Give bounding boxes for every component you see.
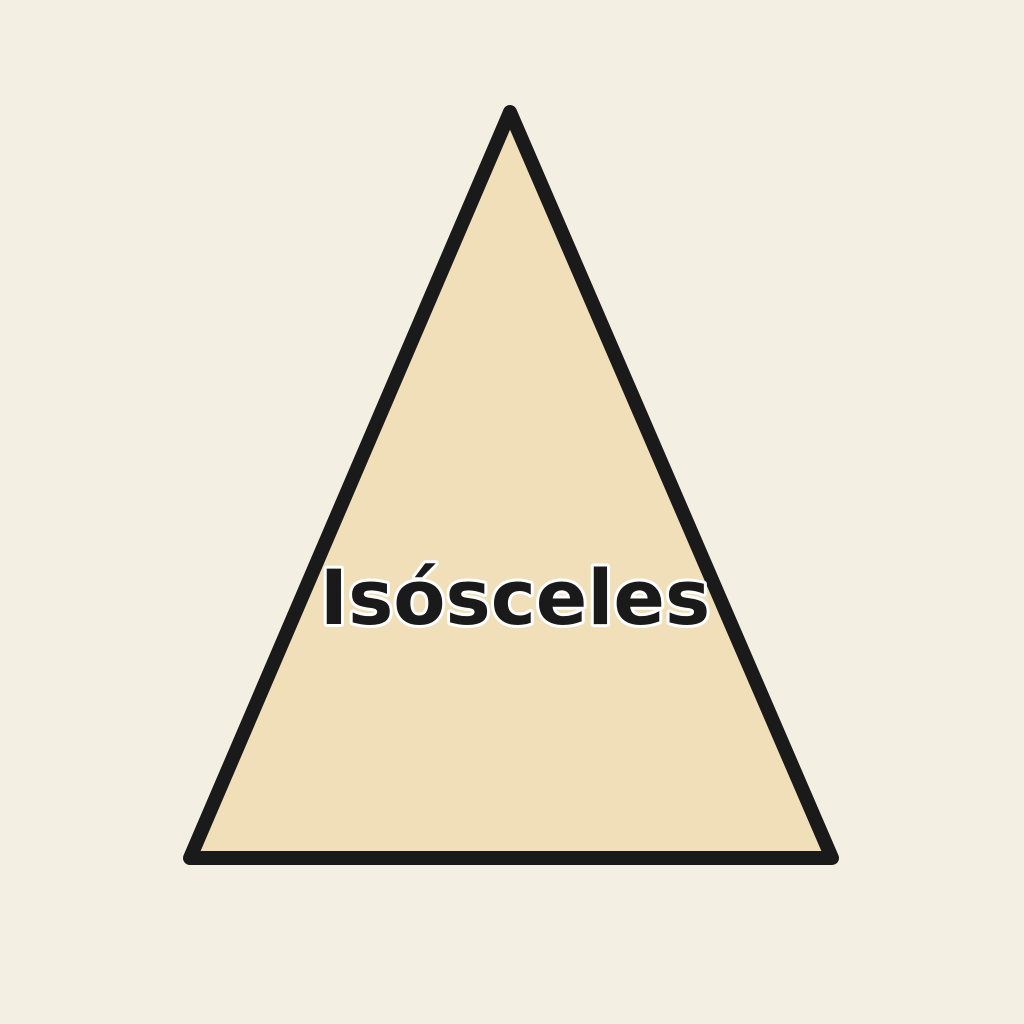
triangle-label: Isósceles bbox=[320, 553, 710, 642]
isosceles-triangle bbox=[183, 105, 839, 865]
